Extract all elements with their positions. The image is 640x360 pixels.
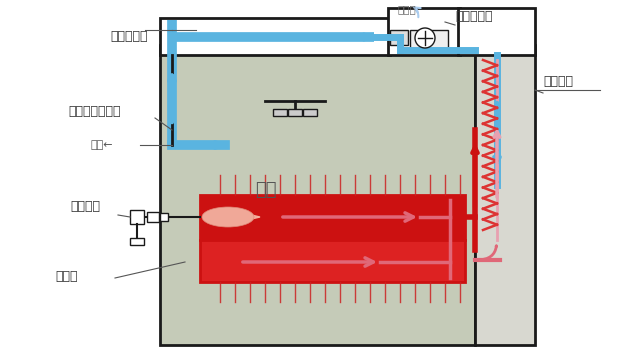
Bar [273, 109, 287, 116]
Bar [390, 30, 408, 45]
Text: 給気フィルター: 給気フィルター [68, 105, 120, 118]
Polygon shape [205, 210, 260, 224]
Text: 炉内: 炉内 [255, 181, 276, 199]
Circle shape [415, 28, 435, 48]
Text: 炉外へ: 炉外へ [398, 4, 417, 14]
Bar [458, 8, 535, 55]
Bar [147, 212, 159, 222]
Bar [200, 240, 465, 282]
Bar [130, 238, 144, 245]
Text: バーナー: バーナー [70, 200, 100, 213]
Text: 給気ダクト: 給気ダクト [110, 30, 147, 43]
Ellipse shape [202, 207, 254, 227]
Bar [410, 30, 448, 50]
Bar [160, 213, 168, 221]
Bar [303, 109, 317, 116]
Bar [475, 45, 535, 345]
Bar [130, 210, 144, 224]
Bar [288, 109, 302, 116]
Bar [160, 18, 390, 55]
Bar [200, 195, 465, 240]
Text: 燃焼室: 燃焼室 [55, 270, 77, 283]
Bar [388, 8, 460, 55]
Bar [160, 45, 475, 345]
FancyArrowPatch shape [478, 246, 497, 260]
Text: 炉内←: 炉内← [90, 140, 113, 150]
Text: 排気ファン: 排気ファン [455, 10, 493, 23]
Text: 熱交換器: 熱交換器 [543, 75, 573, 88]
